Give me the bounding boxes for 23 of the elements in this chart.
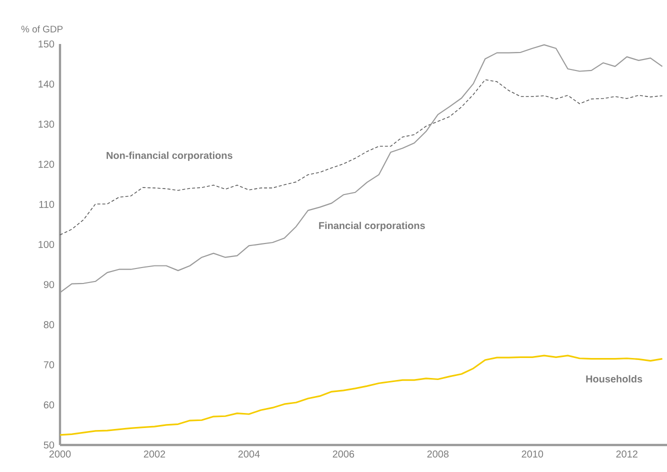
x-tick-label: 2004 — [238, 450, 260, 458]
x-tick-label: 2012 — [616, 450, 638, 458]
y-axis-title: % of GDP — [21, 26, 63, 32]
y-tick-label: 150 — [38, 40, 54, 48]
y-tick-label: 130 — [38, 120, 54, 128]
x-tick-label: 2008 — [427, 450, 449, 458]
x-tick-label: 2006 — [332, 450, 354, 458]
x-tick-label: 2000 — [49, 450, 71, 458]
x-tick-label: 2002 — [144, 450, 166, 458]
y-tick-label: 140 — [38, 80, 54, 88]
series-label: Financial corporations — [319, 222, 425, 232]
y-tick-label: 110 — [39, 200, 54, 208]
line-series — [60, 79, 663, 236]
y-tick-label: 80 — [44, 321, 54, 328]
y-tick-label: 50 — [44, 441, 54, 449]
y-tick-label: 70 — [44, 361, 54, 368]
text: Non-financial corporations — [106, 152, 232, 161]
series-label: Households — [586, 375, 642, 382]
x-tick-label: 2010 — [522, 450, 544, 458]
y-tick-label: 120 — [38, 160, 54, 168]
y-tick-label: 60 — [44, 401, 54, 408]
y-tick-label: 100 — [38, 240, 54, 248]
y-tick-label: 90 — [44, 281, 54, 288]
